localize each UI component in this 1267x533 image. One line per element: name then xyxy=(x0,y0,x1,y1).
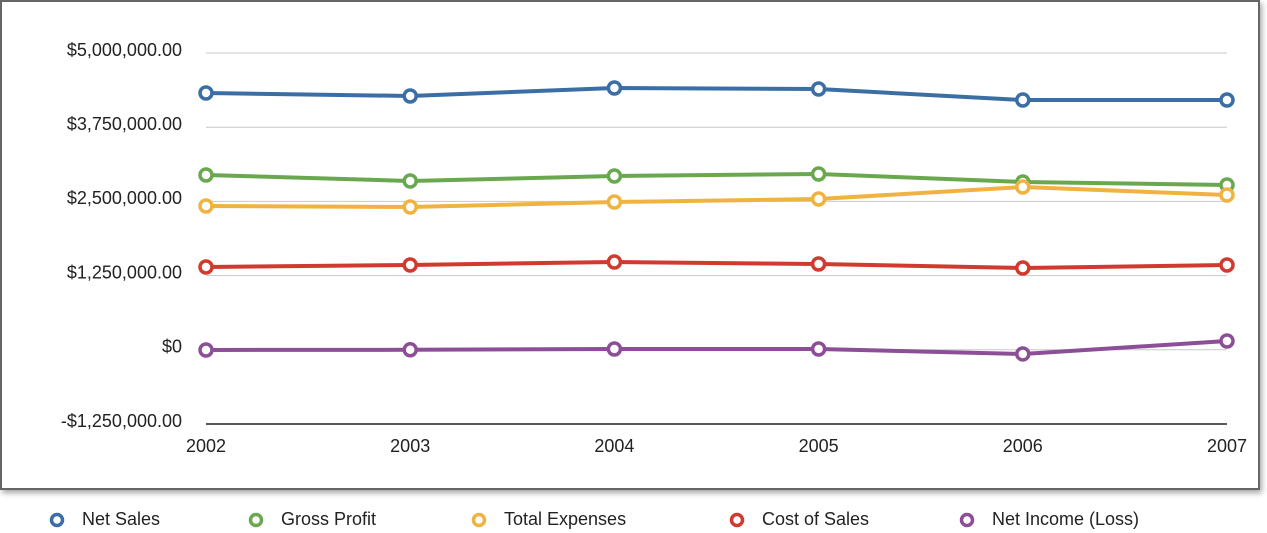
y-tick-label: $1,250,000.00 xyxy=(67,262,182,282)
x-tick-label: 2006 xyxy=(1003,436,1043,456)
data-point xyxy=(402,199,418,215)
data-point xyxy=(1015,346,1031,362)
data-point xyxy=(402,342,418,358)
data-point xyxy=(1219,187,1235,203)
legend-label: Net Sales xyxy=(82,509,160,529)
data-point xyxy=(606,254,623,270)
legend-marker xyxy=(959,512,975,528)
data-point xyxy=(402,88,418,104)
legend-marker xyxy=(49,512,65,528)
data-point xyxy=(1219,333,1235,349)
series-line xyxy=(205,184,1228,209)
data-point xyxy=(402,173,418,189)
x-tick-label: 2005 xyxy=(799,436,839,456)
data-point xyxy=(606,194,623,210)
legend-label: Net Income (Loss) xyxy=(992,509,1139,529)
y-tick-label: $0 xyxy=(162,337,182,357)
series-line xyxy=(205,86,1227,103)
legend-marker xyxy=(248,512,264,528)
y-tick-label: -$1,250,000.00 xyxy=(61,411,182,431)
chart-frame xyxy=(0,0,1260,490)
data-point xyxy=(810,166,827,182)
legend-marker xyxy=(471,512,487,528)
data-point xyxy=(198,198,214,214)
x-tick-label: 2004 xyxy=(594,436,634,456)
y-tick-label: $5,000,000.00 xyxy=(67,40,182,60)
data-point xyxy=(606,168,623,184)
data-point xyxy=(810,256,827,272)
data-point xyxy=(1219,92,1235,108)
x-tick-label: 2003 xyxy=(390,436,430,456)
data-point xyxy=(606,341,623,357)
x-tick-label: 2007 xyxy=(1207,436,1247,456)
y-tick-label: $3,750,000.00 xyxy=(67,114,182,134)
legend-label: Total Expenses xyxy=(504,509,626,529)
data-point xyxy=(1015,92,1031,108)
data-point xyxy=(402,257,418,273)
x-tick-label: 2002 xyxy=(186,436,226,456)
data-point xyxy=(606,80,623,96)
data-point xyxy=(1015,179,1031,195)
data-point xyxy=(198,342,214,358)
data-point xyxy=(198,85,214,101)
data-point xyxy=(198,259,214,275)
y-tick-label: $2,500,000.00 xyxy=(67,188,182,208)
data-point xyxy=(198,167,214,183)
series-line xyxy=(205,171,1228,188)
data-point xyxy=(810,81,827,97)
data-point xyxy=(810,191,827,207)
series-line xyxy=(205,339,1228,356)
legend-label: Cost of Sales xyxy=(762,509,869,529)
data-point xyxy=(1219,257,1235,273)
legend-marker xyxy=(729,512,745,528)
data-point xyxy=(810,341,827,357)
series-line xyxy=(205,260,1228,271)
legend-label: Gross Profit xyxy=(281,509,376,529)
data-point xyxy=(1015,260,1031,276)
